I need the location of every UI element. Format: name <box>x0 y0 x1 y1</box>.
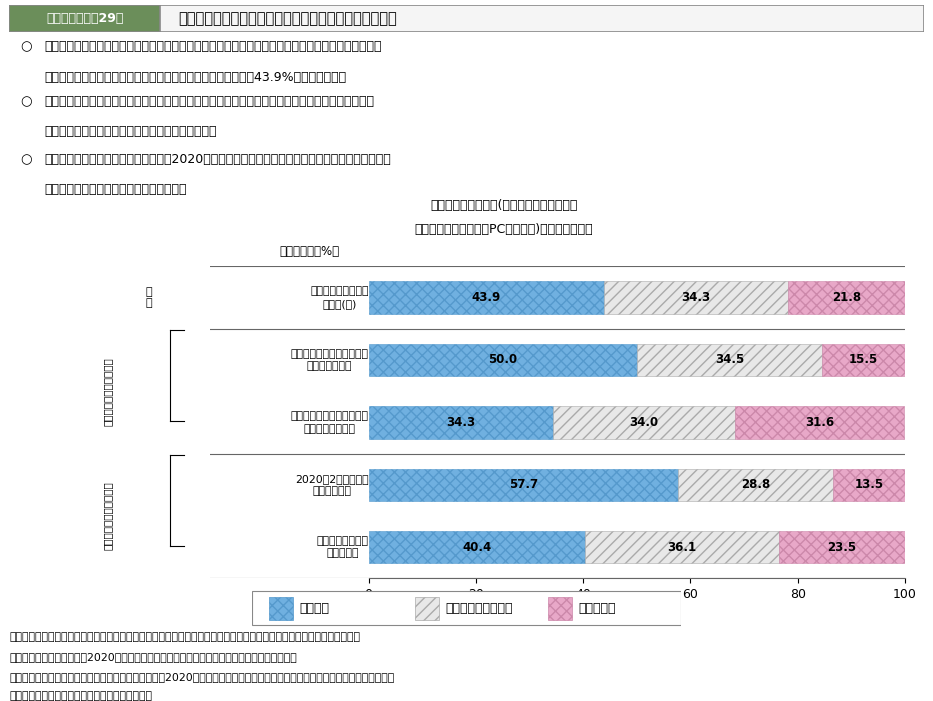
Text: （注）「テレワークの経験がある者」の割合は、「2020年２月以前から経験がある者」「３－５月に初めて経験した者」「６: （注）「テレワークの経験がある者」の割合は、「2020年２月以前から経験がある者… <box>9 672 395 681</box>
Text: テレワークでの業務における環境整備の状況（労働者）: テレワークでの業務における環境整備の状況（労働者） <box>178 11 397 26</box>
Text: テレワークの開始時期別: テレワークの開始時期別 <box>103 482 113 550</box>
Text: 調査時点ではテレワークを
実施していない者: 調査時点ではテレワークを 実施していない者 <box>290 411 369 433</box>
Bar <box>604 281 788 314</box>
Text: 28.8: 28.8 <box>741 478 770 491</box>
Text: 34.3: 34.3 <box>681 291 711 304</box>
Text: 総
計: 総 計 <box>146 287 152 308</box>
Bar <box>369 468 678 501</box>
X-axis label: (%): (%) <box>626 602 648 615</box>
Text: 40.4: 40.4 <box>462 540 492 554</box>
Text: を実施していない者よりも該当する割合が高い。: を実施していない者よりも該当する割合が高い。 <box>44 125 216 138</box>
Text: テレワーク時の設備(インターネット環境や: テレワーク時の設備(インターネット環境や <box>430 198 578 212</box>
Text: 該当しない: 該当しない <box>578 601 616 615</box>
Text: ○: ○ <box>21 40 32 53</box>
Text: テレワークで利用するPCの性能等)は充実している: テレワークで利用するPCの性能等)は充実している <box>414 223 593 236</box>
Bar <box>269 597 293 620</box>
Text: テレワークの継続状況別にみると、調査時点もテレワークを実施している者の方が、テレワーク: テレワークの継続状況別にみると、調査時点もテレワークを実施している者の方が、テレ… <box>44 95 374 108</box>
Bar <box>779 531 905 564</box>
Text: 57.7: 57.7 <box>508 478 537 491</box>
Text: Ｔ第３回）」（2020年）をもとに厚生労働省政策統括官付政策統括室にて独自集計: Ｔ第３回）」（2020年）をもとに厚生労働省政策統括官付政策統括室にて独自集計 <box>9 652 297 662</box>
Text: 15.5: 15.5 <box>849 353 878 367</box>
Text: 21.8: 21.8 <box>832 291 861 304</box>
Text: 月以降に経験した者」の合計から算出。: 月以降に経験した者」の合計から算出。 <box>9 691 152 701</box>
Text: 34.3: 34.3 <box>446 416 475 429</box>
Bar <box>678 468 832 501</box>
Bar <box>548 597 572 620</box>
Text: 2020年2月以前から
経験がある者: 2020年2月以前から 経験がある者 <box>295 474 369 496</box>
Text: 経験した者よりも該当する割合が高い。: 経験した者よりも該当する割合が高い。 <box>44 184 187 196</box>
Text: ３－５月に初めて
経験した者: ３－５月に初めて 経験した者 <box>316 536 369 558</box>
Bar <box>369 406 552 439</box>
Text: 50.0: 50.0 <box>488 353 517 367</box>
Text: テレワークを実施する際の環境整備の状況について、「テレワーク時の設備は充実している」に該: テレワークを実施する際の環境整備の状況について、「テレワーク時の設備は充実してい… <box>44 40 382 53</box>
Text: 調査時点でもテレワークを
実施している者: 調査時点でもテレワークを 実施している者 <box>290 349 369 371</box>
Text: ○: ○ <box>21 153 32 165</box>
Text: 資料出所　（独）労働政策研究・研修機構「新型コロナウイルス感染拡大の仕事や生活への影響に関する調査（ＪＩＬＰ: 資料出所 （独）労働政策研究・研修機構「新型コロナウイルス感染拡大の仕事や生活へ… <box>9 632 360 642</box>
Bar <box>788 281 905 314</box>
Bar <box>415 597 439 620</box>
Bar <box>636 343 822 376</box>
Bar <box>832 468 905 501</box>
Bar <box>822 343 905 376</box>
Text: 31.6: 31.6 <box>805 416 834 429</box>
Bar <box>552 406 735 439</box>
Bar <box>735 406 904 439</box>
Text: 34.5: 34.5 <box>715 353 744 367</box>
Bar <box>369 343 636 376</box>
Text: テレワークの経験が
ある者(注): テレワークの経験が ある者(注) <box>310 287 369 308</box>
Bar <box>160 5 924 32</box>
Text: 当するか尋ねたところ、テレワークの経験がある者全体では43.9%となっている。: 当するか尋ねたところ、テレワークの経験がある者全体では43.9%となっている。 <box>44 71 346 83</box>
Text: 34.0: 34.0 <box>629 416 659 429</box>
Text: テレワークの開始時期別でみると、2020年２月以前から経験がある者の方が、３－５月に初めて: テレワークの開始時期別でみると、2020年２月以前から経験がある者の方が、３－５… <box>44 153 391 165</box>
Text: 13.5: 13.5 <box>855 478 884 491</box>
Bar <box>9 5 160 32</box>
Text: 43.9: 43.9 <box>472 291 501 304</box>
Text: 23.5: 23.5 <box>828 540 856 554</box>
Text: テレワークの継続状況別: テレワークの継続状況別 <box>103 357 113 426</box>
Text: 該当する: 該当する <box>299 601 329 615</box>
Text: ○: ○ <box>21 95 32 108</box>
Text: 36.1: 36.1 <box>667 540 697 554</box>
Text: どちらともいえない: どちらともいえない <box>445 601 512 615</box>
Bar <box>369 531 585 564</box>
Bar <box>369 281 604 314</box>
Text: 第２－（２）－29図: 第２－（２）－29図 <box>47 12 124 25</box>
Text: （回答割合、%）: （回答割合、%） <box>280 245 340 258</box>
Bar <box>585 531 779 564</box>
